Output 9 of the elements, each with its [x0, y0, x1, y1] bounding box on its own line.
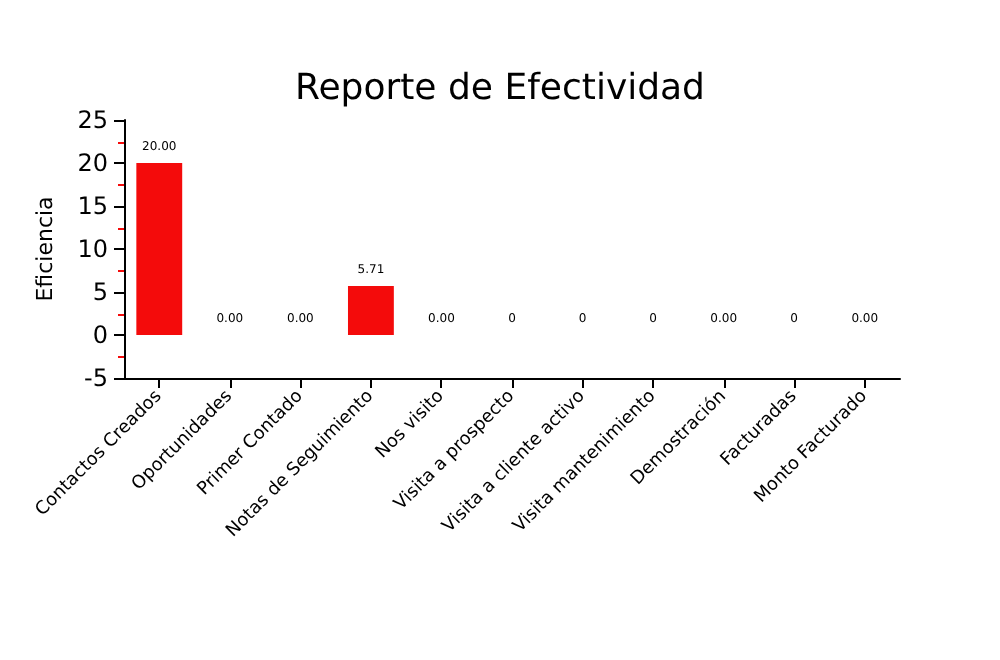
- y-axis-title: Eficiencia: [31, 196, 58, 302]
- y-tick-label: 15: [77, 192, 108, 220]
- y-tick-label: 25: [77, 106, 108, 134]
- y-tick-label: 0: [92, 321, 108, 349]
- chart-title: Reporte de Efectividad: [295, 67, 705, 109]
- y-tick-label: 10: [77, 235, 108, 263]
- y-tick-label: 5: [92, 278, 108, 306]
- y-tick-label: 20: [77, 149, 108, 177]
- y-tick-label: -5: [84, 364, 108, 392]
